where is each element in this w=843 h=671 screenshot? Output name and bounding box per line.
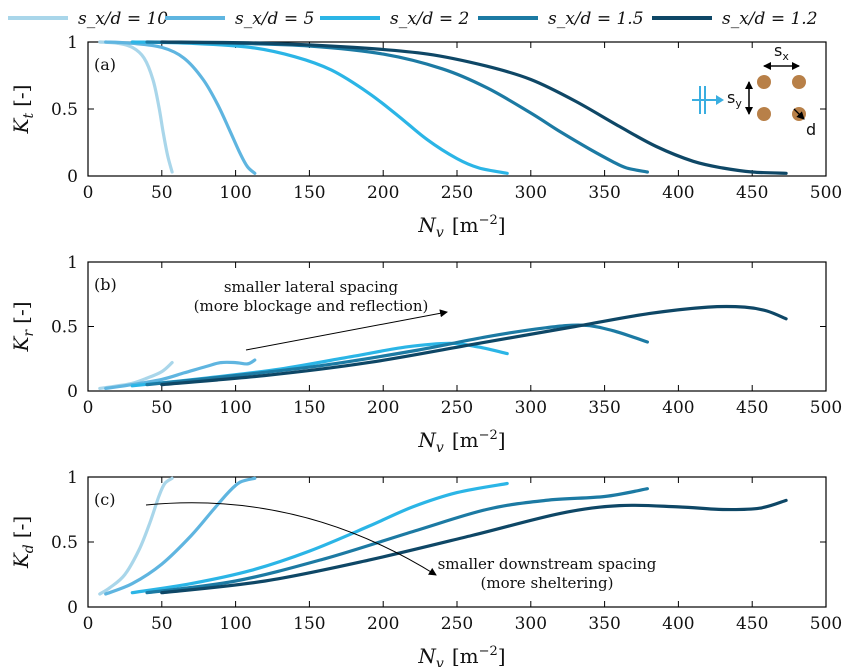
x-tick-label: 400 [662,614,694,634]
x-tick-label: 250 [441,183,473,203]
x-tick-label: 450 [736,614,768,634]
annotation-arrow [245,309,448,351]
legend-label: s_x/d = 1.2 [722,9,818,29]
x-tick-label: 100 [219,183,251,203]
axes-frame [87,41,827,177]
x-tick-label: 450 [736,183,768,203]
annotation-arrow [145,502,437,576]
y-axis-label: Kr[-] [9,301,37,352]
series-line [145,323,649,387]
x-tick-label: 100 [219,398,251,418]
x-tick-label: 200 [367,398,399,418]
x-tick-label: 250 [441,614,473,634]
x-tick-label: 150 [293,183,325,203]
x-tick-label: 0 [83,398,94,418]
cylinder [792,75,806,89]
sx-label: sx [774,41,789,63]
series-line [130,40,509,175]
x-tick-label: 50 [151,614,173,634]
sy-label: sy [727,88,742,110]
legend-label: s_x/d = 2 [390,9,469,29]
annotation-lateral-spacing: smaller lateral spacing(more blockage an… [194,278,448,351]
series-line [145,40,649,174]
series-line [104,40,257,175]
y-tick-label: 0 [67,598,78,618]
x-tick-label: 200 [367,614,399,634]
y-tick-label: 0 [67,167,78,187]
annotation-text: smaller downstream spacing [438,555,657,573]
panel-3: 0 50 100 150 200 250 300 350 400 450 500 0 0.5 1 (c) Kd… [9,468,842,671]
annotation-text: (more blockage and reflection) [194,297,429,315]
series-line [160,40,788,175]
d-arrow [793,108,805,120]
panel-2: 0 50 100 150 200 250 300 350 400 450 500 0 0.5 1 (b) Kr… [9,253,842,456]
cylinder [757,107,771,121]
x-tick-label: 100 [219,614,251,634]
cylinder [757,75,771,89]
x-axis-label: Nv [m−2] [417,644,505,667]
annotation-text: smaller lateral spacing [224,278,399,296]
x-tick-label: 350 [588,183,620,203]
series-line [104,358,257,390]
x-tick-label: 350 [588,614,620,634]
x-tick-label: 200 [367,183,399,203]
x-tick-label: 450 [736,398,768,418]
wave-arrowhead-icon [716,95,724,105]
y-tick-label: 1 [67,468,78,488]
x-tick-label: 350 [588,398,620,418]
x-tick-label: 500 [810,398,842,418]
legend: s_x/d = 10 s_x/d = 5 s_x/d = 2 s_x/d = 1.5 s… [8,9,818,29]
legend-label: s_x/d = 10 [78,9,168,29]
y-tick-label: 0.5 [51,100,78,120]
x-tick-label: 500 [810,183,842,203]
series-line [145,487,649,595]
panel-label: (c) [94,490,115,509]
series-line [98,476,174,596]
x-tick-label: 50 [151,183,173,203]
series-line [160,498,788,595]
x-tick-label: 300 [515,398,547,418]
panel-1: 0 50 100 150 200 250 300 350 400 450 500 0 0.5 1 (a) Kt… [9,33,842,241]
y-tick-label: 0.5 [51,318,78,338]
annotation-text: (more sheltering) [481,574,614,592]
panel-label: (a) [94,55,116,74]
series-line [160,304,788,387]
x-tick-label: 50 [151,398,173,418]
series-line [130,481,509,595]
x-tick-label: 250 [441,398,473,418]
series-line [104,476,257,596]
x-tick-label: 300 [515,614,547,634]
y-axis-label: Kt[-] [9,85,37,135]
y-tick-label: 1 [67,253,78,273]
legend-label: s_x/d = 5 [235,9,314,29]
x-axis-label: Nv [m−2] [417,213,505,241]
legend-label: s_x/d = 1.5 [548,9,644,29]
x-tick-label: 150 [293,614,325,634]
x-axis-label: Nv [m−2] [417,428,505,456]
x-tick-label: 150 [293,398,325,418]
x-tick-label: 300 [515,183,547,203]
y-axis-label: Kd[-] [9,516,37,569]
panels: 0 50 100 150 200 250 300 350 400 450 50000.51(a)Kt… [9,33,842,671]
y-tick-label: 0 [67,382,78,402]
x-tick-label: 500 [810,614,842,634]
y-tick-label: 1 [67,33,78,53]
y-tick-label: 0.5 [51,533,78,553]
x-tick-label: 400 [662,183,694,203]
x-tick-label: 0 [83,614,94,634]
panel-label: (b) [94,275,117,294]
cylinder-array-schematic: sx sy d [692,41,816,139]
x-tick-label: 0 [83,183,94,203]
x-tick-label: 400 [662,398,694,418]
axes-frame [87,261,827,392]
annotation-downstream-spacing: smaller downstream spacing(more shelteri… [145,502,657,592]
d-label: d [806,120,816,139]
